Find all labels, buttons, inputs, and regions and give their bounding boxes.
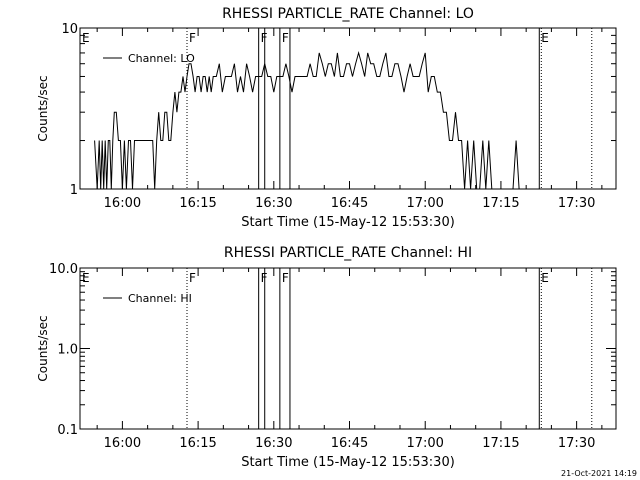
- event-edge-label: E: [82, 31, 90, 45]
- event-marker-label: F: [189, 31, 196, 45]
- x-tick-label: 17:15: [482, 436, 519, 451]
- event-edge-label: E: [82, 271, 90, 285]
- x-tick-label: 17:15: [482, 196, 519, 211]
- x-tick-label: 17:30: [558, 436, 595, 451]
- event-marker-label: F: [282, 31, 289, 45]
- x-tick-label: 16:45: [331, 436, 368, 451]
- x-tick-label: 17:30: [558, 196, 595, 211]
- x-tick-label: 16:15: [179, 436, 216, 451]
- data-series-line: [94, 51, 586, 190]
- legend-entry: Channel: LO: [128, 52, 195, 65]
- x-tick-label: 16:45: [331, 196, 368, 211]
- lo-channel-panel: RHESSI PARTICLE_RATE Channel: LO Start Ti…: [36, 6, 617, 230]
- x-tick-label: 17:00: [406, 436, 443, 451]
- y-tick-label: 10: [61, 22, 78, 37]
- y-tick-label: 1.0: [57, 343, 78, 358]
- hi-channel-panel: RHESSI PARTICLE_RATE Channel: HI Start Ti…: [36, 245, 617, 470]
- x-axis-label: Start Time (15-May-12 15:53:30): [241, 215, 455, 230]
- x-tick-label: 17:00: [406, 196, 443, 211]
- footer-timestamp: 21-Oct-2021 14:19: [561, 469, 637, 478]
- legend-entry: Channel: HI: [128, 292, 192, 305]
- x-axis-label: Start Time (15-May-12 15:53:30): [241, 455, 455, 470]
- chart-title: RHESSI PARTICLE_RATE Channel: HI: [224, 245, 472, 261]
- event-marker-label: E: [541, 271, 549, 285]
- x-tick-label: 16:15: [179, 196, 216, 211]
- y-tick-label: 1: [70, 183, 78, 198]
- x-tick-label: 16:30: [255, 196, 292, 211]
- event-marker-label: F: [282, 271, 289, 285]
- event-marker-label: E: [541, 31, 549, 45]
- y-tick-label: 0.1: [57, 423, 78, 438]
- event-marker-label: F: [261, 31, 268, 45]
- event-marker-label: F: [189, 271, 196, 285]
- x-tick-label: 16:00: [104, 436, 141, 451]
- y-axis-label: Counts/sec: [36, 315, 50, 381]
- x-tick-label: 16:00: [104, 196, 141, 211]
- y-axis-label: Counts/sec: [36, 75, 50, 141]
- chart-title: RHESSI PARTICLE_RATE Channel: LO: [222, 6, 474, 22]
- plot-frame: [79, 27, 617, 190]
- x-tick-label: 16:30: [255, 436, 292, 451]
- event-marker-label: F: [261, 271, 268, 285]
- y-tick-label: 10.0: [49, 262, 78, 277]
